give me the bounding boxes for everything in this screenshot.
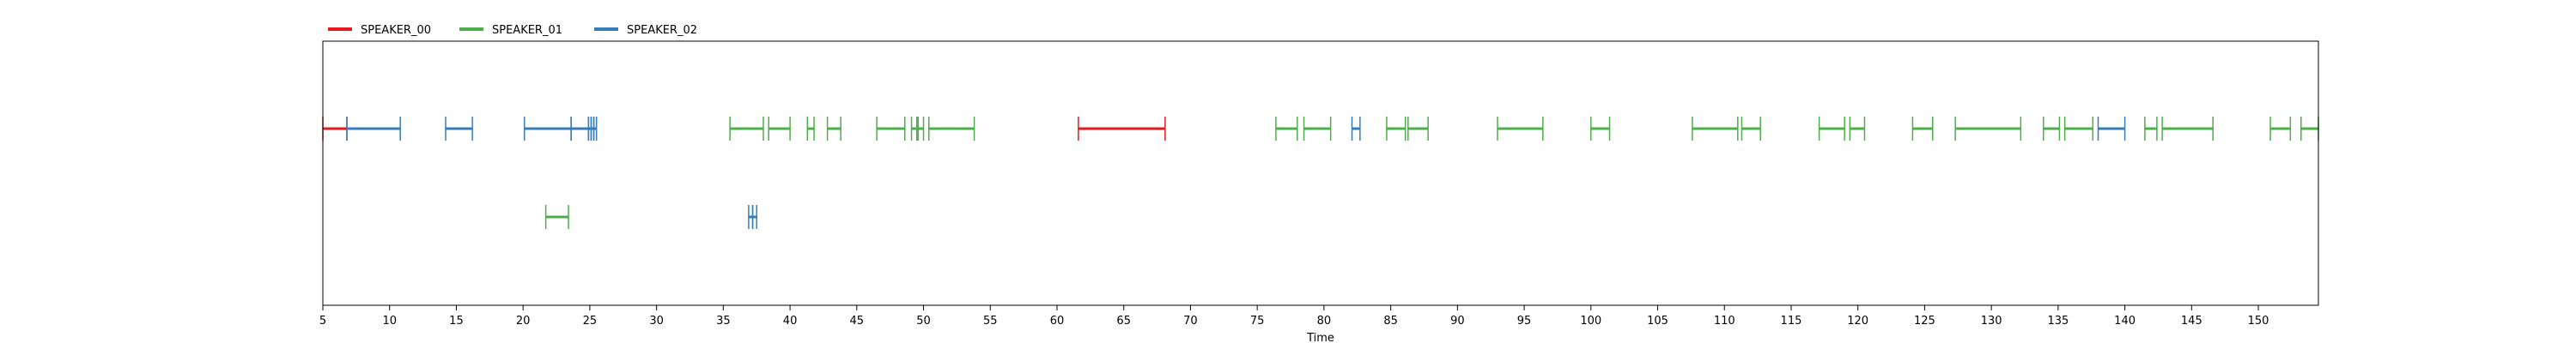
legend-label-speaker-00: SPEAKER_00 [361,24,431,37]
x-tick-label: 40 [783,315,798,328]
x-axis: 5 10 15 20 25 30 35 40 45 50 55 60 65 70 75 80 85 90 95 100… [319,305,2269,328]
x-tick-label: 115 [1781,315,1802,328]
x-tick-label: 60 [1050,315,1065,328]
legend-label-speaker-01: SPEAKER_01 [492,24,562,37]
x-tick-label: 55 [983,315,998,328]
x-tick-label: 110 [1714,315,1735,328]
segments-layer [322,117,2319,229]
x-tick-label: 140 [2114,315,2136,328]
x-tick-label: 150 [2248,315,2269,328]
x-tick-label: 25 [583,315,598,328]
x-tick-label: 20 [516,315,531,328]
x-tick-label: 130 [1981,315,2002,328]
x-tick-label: 70 [1183,315,1198,328]
x-tick-label: 50 [916,315,931,328]
x-tick-label: 45 [850,315,865,328]
x-tick-label: 85 [1383,315,1398,328]
x-tick-label: 30 [649,315,664,328]
x-tick-label: 135 [2047,315,2069,328]
x-tick-label: 100 [1580,315,1601,328]
plot-frame [322,40,2319,306]
x-tick-label: 120 [1847,315,1868,328]
legend: SPEAKER_00 SPEAKER_01 SPEAKER_02 [328,24,697,37]
x-tick-label: 10 [382,315,397,328]
x-axis-label: Time [1306,332,1334,343]
x-tick-label: 65 [1116,315,1131,328]
x-tick-label: 15 [449,315,464,328]
x-tick-label: 90 [1450,315,1465,328]
x-tick-label: 125 [1914,315,1935,328]
x-tick-label: 95 [1517,315,1532,328]
x-tick-label: 35 [716,315,731,328]
x-tick-label: 145 [2181,315,2202,328]
x-tick-label: 75 [1250,315,1265,328]
legend-label-speaker-02: SPEAKER_02 [627,24,697,37]
x-tick-label: 80 [1317,315,1332,328]
x-tick-label: 105 [1647,315,1668,328]
x-tick-label: 5 [319,315,326,328]
